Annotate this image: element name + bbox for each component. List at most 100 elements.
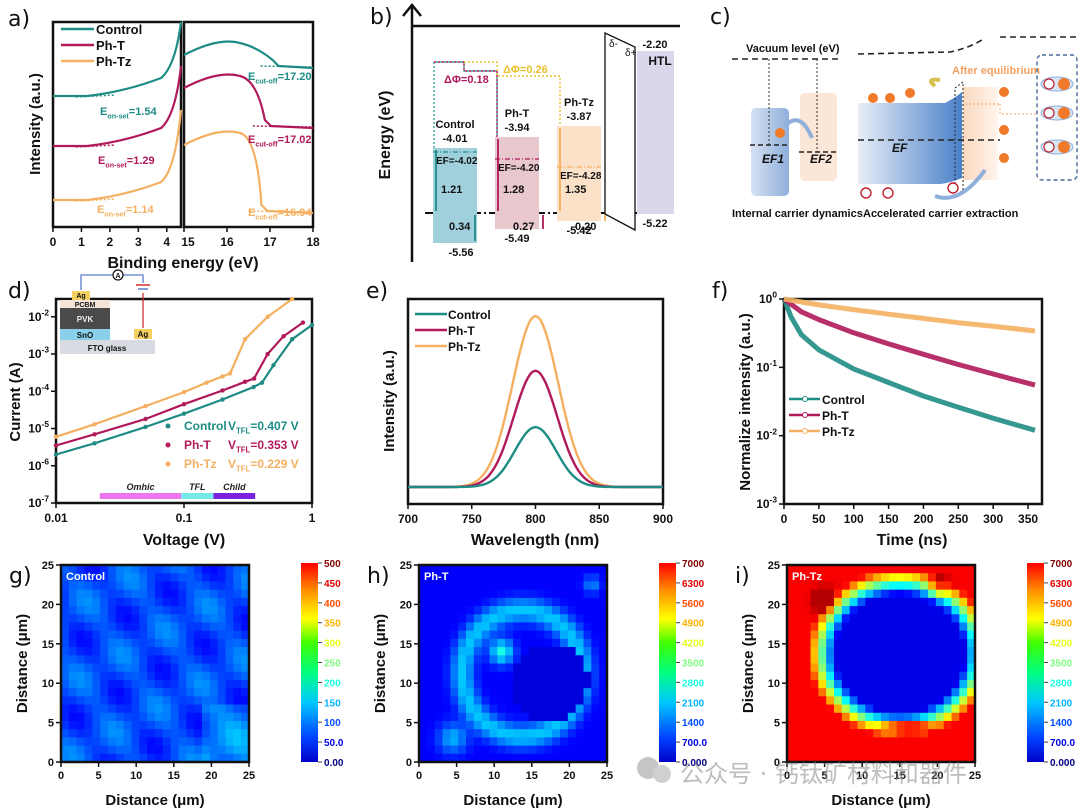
delta-phi-phtz: ΔΦ=0.26 <box>503 64 548 76</box>
heatmap-cell <box>865 704 874 714</box>
heatmap-cell <box>943 606 952 615</box>
heatmap-cell <box>520 606 530 615</box>
heatmap-cell <box>567 573 577 582</box>
heatmap-cell <box>826 745 835 755</box>
heatmap-cell <box>100 737 109 746</box>
heatmap-cell <box>186 679 195 689</box>
heatmap-cell <box>591 573 600 582</box>
y-tick-label: 20 <box>42 599 54 611</box>
heatmap-cell <box>896 606 905 615</box>
heatmap-cell <box>560 647 569 656</box>
heatmap-cell <box>426 753 436 763</box>
carriers <box>860 76 1074 199</box>
heatmap-cell <box>552 737 561 746</box>
heatmap-cell <box>841 606 851 615</box>
heatmap-cell <box>520 663 530 673</box>
heatmap-cell <box>583 688 592 697</box>
heatmap-cell <box>841 737 851 746</box>
x-tick-label: 3 <box>135 235 142 249</box>
heatmap-cell <box>458 753 467 763</box>
extraction-arrow-icon <box>934 168 987 200</box>
heatmap-cell <box>928 565 937 574</box>
heatmap-cell <box>426 589 436 599</box>
heatmap-cell <box>497 647 506 656</box>
heatmap-cell <box>68 614 78 623</box>
heatmap-cell <box>943 753 952 763</box>
heatmap-cell <box>505 679 514 689</box>
regime-bar-TFL <box>181 493 214 499</box>
panel-label-d: d) <box>8 279 31 304</box>
heatmap-cell <box>115 729 125 738</box>
heatmap-cell <box>100 622 109 632</box>
heatmap-cell <box>209 606 219 615</box>
heatmap-cell <box>943 671 952 681</box>
heatmap-cell <box>115 737 125 746</box>
heatmap-cell <box>552 720 561 730</box>
heatmap-cell <box>959 712 968 722</box>
heatmap-cell <box>108 729 117 738</box>
heatmap-cell <box>131 638 140 648</box>
heatmap-cell <box>865 720 874 730</box>
cutoff-label-Control: Ecut-off=17.20 <box>248 71 312 85</box>
onset-fit-line <box>75 198 116 202</box>
heatmap-cell <box>912 729 921 738</box>
heatmap-cell <box>873 753 882 763</box>
x-tick-label: 300 <box>983 512 1003 526</box>
heatmap-cell <box>904 753 913 763</box>
heatmap-cell <box>76 606 85 615</box>
heatmap-cell <box>881 630 890 640</box>
heatmap-cell <box>920 663 929 673</box>
heatmap-cell <box>481 753 490 763</box>
heatmap-cell <box>881 688 890 697</box>
heatmap-cell <box>139 696 148 705</box>
heatmap-cell <box>162 720 172 730</box>
colorbar-label: 200 <box>324 678 341 689</box>
heatmap-cell <box>100 647 109 656</box>
heatmap-cell <box>818 589 827 599</box>
heatmap-cell <box>818 606 827 615</box>
colorbar-label: 5600 <box>682 599 705 610</box>
colorbar-label: 700.0 <box>682 738 707 749</box>
heatmap-cell <box>857 581 866 591</box>
heatmap-cell <box>170 647 179 656</box>
heatmap-cell <box>84 663 93 673</box>
band-name-Ph-Tz: Ph-Tz <box>564 97 594 109</box>
heatmap-cell <box>497 614 506 623</box>
heatmap-cell <box>935 589 945 599</box>
heatmap-cell <box>481 638 490 648</box>
heatmap-cell <box>442 573 451 582</box>
heatmap-cell <box>599 647 608 656</box>
heatmap-cell <box>802 745 811 755</box>
heatmap-cell <box>967 696 976 705</box>
heatmap-cell <box>108 712 117 722</box>
heatmap-cell <box>567 688 577 697</box>
heatmap-cell <box>920 606 929 615</box>
heatmap-cell <box>967 720 976 730</box>
heatmap-cell <box>217 712 226 722</box>
heatmap-cell <box>473 622 483 632</box>
heatmap-cell <box>826 704 835 714</box>
heatmap-cell <box>520 573 530 582</box>
heatmap-cell <box>426 745 436 755</box>
y-tick-label: 10-6 <box>28 456 49 472</box>
heatmap-cell <box>458 688 467 697</box>
heatmap-cell <box>131 581 140 591</box>
heatmap-cell <box>489 729 498 738</box>
heatmap-cell <box>209 671 219 681</box>
y-axis-label-e: Intensity (a.u.) <box>381 350 398 452</box>
heatmap-cell <box>818 688 827 697</box>
heatmap-cell <box>560 688 569 697</box>
heatmap-cell <box>108 606 117 615</box>
heatmap-cell <box>434 655 443 664</box>
colorbar-h <box>659 563 676 762</box>
heatmap-cell <box>178 688 187 697</box>
heatmap-cell <box>826 597 835 607</box>
heatmap-cell <box>544 573 553 582</box>
heatmap-cell <box>100 573 109 582</box>
heatmap-cell <box>225 720 234 730</box>
heatmap-cell <box>92 712 101 722</box>
legend-label: Control <box>184 419 227 433</box>
heatmap-cell <box>583 737 592 746</box>
heatmap-cell <box>442 753 451 763</box>
